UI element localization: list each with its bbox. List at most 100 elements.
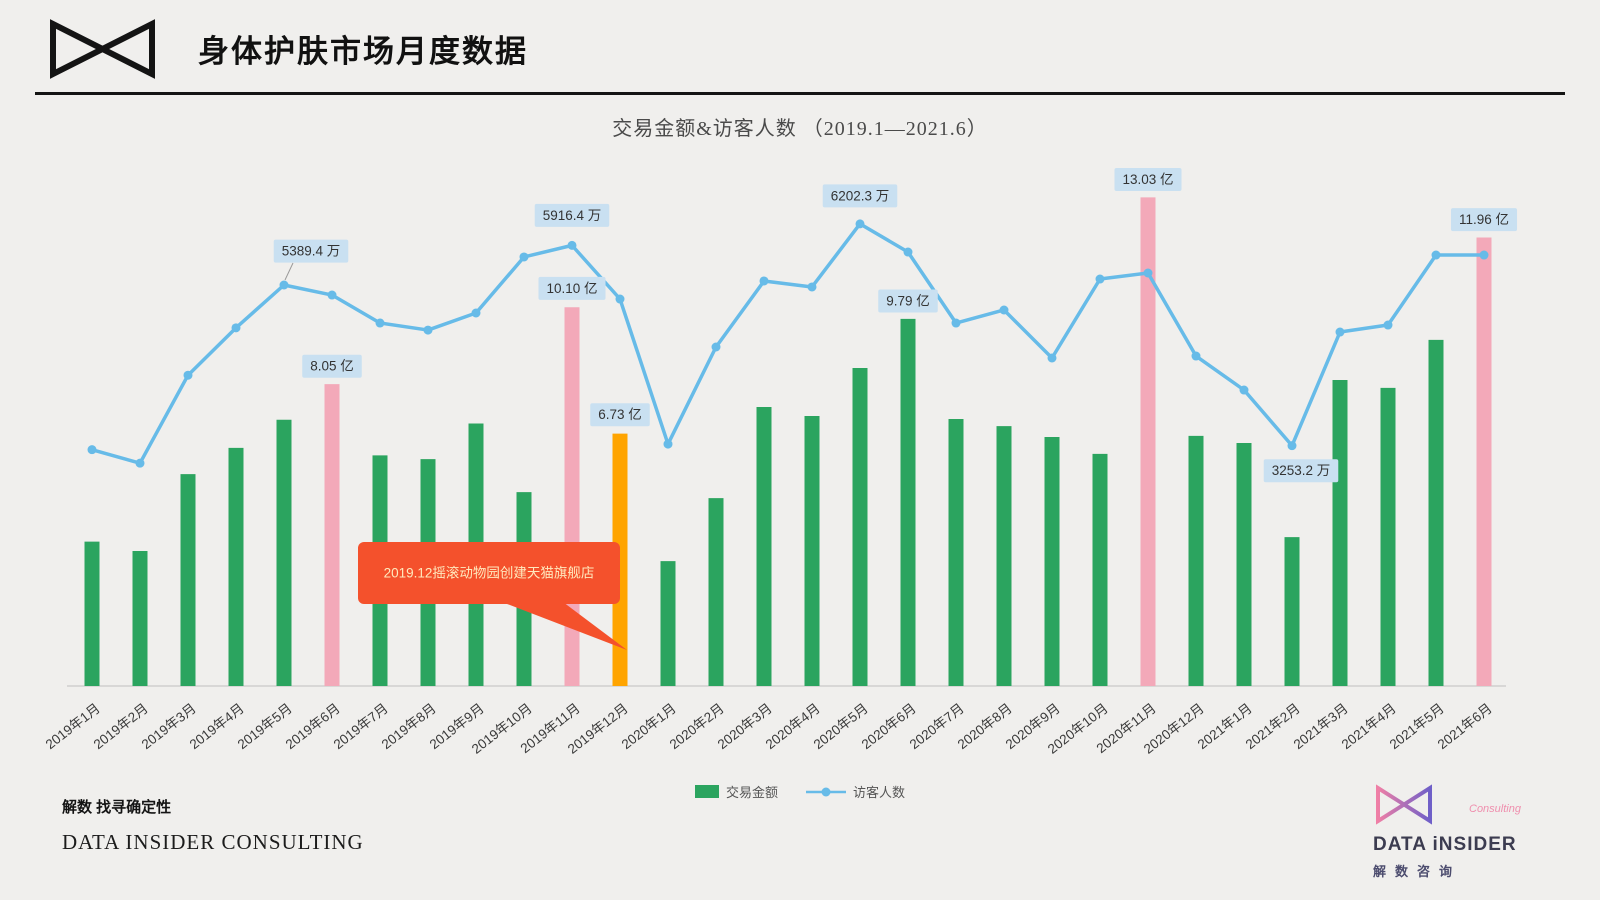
annotation: 3253.2 万 (1263, 459, 1339, 483)
callout-box (358, 542, 620, 604)
line-swatch-icon (806, 787, 846, 796)
line-point-2020年4月[interactable] (807, 282, 817, 292)
line-point-2021年6月[interactable] (1479, 250, 1489, 260)
annotation-bg (590, 403, 650, 427)
line-point-2019年8月[interactable] (423, 325, 433, 335)
bar-2020年4月[interactable] (804, 416, 820, 686)
footer-cn-label: 解数咨询 (1373, 864, 1462, 879)
annotation-bg (1114, 167, 1182, 191)
annotation-text: 8.05 亿 (310, 359, 354, 374)
line-point-2019年2月[interactable] (135, 458, 145, 468)
annotation-bg (1450, 208, 1518, 232)
bar-2019年1月[interactable] (84, 541, 100, 686)
visitors-line (91, 222, 1484, 465)
line-point-2019年7月[interactable] (375, 318, 385, 328)
legend-item-bar[interactable]: 交易金额 (694, 782, 778, 801)
annotation: 6.73 亿 (590, 403, 650, 427)
bar-2020年9月[interactable] (1044, 437, 1060, 686)
line-point-2019年6月[interactable] (327, 290, 337, 300)
line-point-2021年1月[interactable] (1239, 385, 1249, 395)
bar-2021年6月[interactable] (1476, 237, 1492, 687)
line-point-2019年11月[interactable] (567, 240, 577, 250)
bar-2020年12月[interactable] (1188, 435, 1204, 686)
line-point-2020年10月[interactable] (1095, 274, 1105, 284)
annotation: 11.96 亿 (1450, 208, 1518, 232)
line-point-2020年11月[interactable] (1143, 268, 1153, 278)
annotation-text: 11.96 亿 (1459, 212, 1509, 227)
annotation: 6202.3 万 (822, 184, 898, 208)
bar-2019年6月[interactable] (324, 384, 340, 686)
line-point-2020年2月[interactable] (711, 342, 721, 352)
annotation-bg (878, 289, 938, 313)
line-point-2020年9月[interactable] (1047, 353, 1057, 363)
line-point-2020年3月[interactable] (759, 276, 769, 286)
footer-logo-icon (1376, 784, 1432, 825)
callout-text: 2019.12摇滚动物园创建天猫旗舰店 (384, 565, 595, 581)
bar-2020年7月[interactable] (948, 419, 964, 686)
bar-2020年10月[interactable] (1092, 453, 1108, 686)
annotation: 13.03 亿 (1114, 167, 1182, 191)
annotation-bg (302, 354, 362, 378)
legend-item-line[interactable]: 访客人数 (806, 782, 905, 801)
header-divider (35, 92, 1565, 95)
annotation: 9.79 亿 (878, 289, 938, 313)
bar-2021年5月[interactable] (1428, 339, 1444, 686)
line-point-2021年5月[interactable] (1431, 250, 1441, 260)
annotation-bg (273, 239, 349, 263)
line-point-2020年12月[interactable] (1191, 351, 1201, 361)
line-point-2020年6月[interactable] (903, 247, 913, 257)
bar-2019年4月[interactable] (228, 447, 244, 686)
bar-2021年2月[interactable] (1284, 537, 1300, 686)
x-label: 2021年6月 (1435, 701, 1495, 753)
line-point-2019年10月[interactable] (519, 252, 529, 262)
line-point-2019年1月[interactable] (87, 445, 97, 455)
annotation-text: 10.10 亿 (546, 281, 597, 296)
callout-pointer (502, 602, 627, 650)
line-point-2019年9月[interactable] (471, 308, 481, 318)
annotation-bg (534, 203, 610, 227)
bar-2021年4月[interactable] (1380, 387, 1396, 686)
annotation-text: 13.03 亿 (1122, 172, 1173, 187)
bar-2021年1月[interactable] (1236, 443, 1252, 686)
annotation-text: 9.79 亿 (886, 293, 930, 308)
combo-chart: 2019年1月2019年2月2019年3月2019年4月2019年5月2019年… (43, 167, 1518, 757)
footer-tagline: 解数 找寻确定性 (62, 799, 172, 816)
bar-swatch-icon (694, 785, 719, 798)
bar-2020年11月[interactable] (1140, 197, 1156, 686)
bar-2021年3月[interactable] (1332, 380, 1348, 686)
line-point-2019年3月[interactable] (183, 370, 193, 380)
chart-legend: 交易金额 访客人数 (0, 782, 1600, 801)
line-point-2019年12月[interactable] (615, 294, 625, 304)
line-point-2020年1月[interactable] (663, 439, 673, 449)
bar-2019年3月[interactable] (180, 474, 196, 686)
line-point-2021年2月[interactable] (1287, 441, 1297, 451)
bar-2020年6月[interactable] (900, 318, 916, 686)
bar-2020年3月[interactable] (756, 407, 772, 686)
annotation: 10.10 亿 (538, 276, 606, 300)
annotation-bg (822, 184, 898, 208)
page-title: 身体护肤市场月度数据 (198, 33, 528, 69)
bar-2020年8月[interactable] (996, 426, 1012, 686)
bar-2019年2月[interactable] (132, 551, 148, 686)
annotation: 5389.4 万 (273, 239, 349, 281)
chart-subtitle: 交易金额&访客人数 （2019.1—2021.6） (612, 118, 988, 140)
bar-2020年1月[interactable] (660, 561, 676, 686)
line-point-2021年3月[interactable] (1335, 327, 1345, 337)
annotation-text: 6202.3 万 (831, 188, 890, 203)
bar-2019年5月[interactable] (276, 419, 292, 686)
line-point-2020年8月[interactable] (999, 305, 1009, 315)
line-point-2021年4月[interactable] (1383, 320, 1393, 330)
legend-bar-label: 交易金额 (725, 785, 778, 800)
line-point-2019年4月[interactable] (231, 323, 241, 333)
line-point-2020年7月[interactable] (951, 318, 961, 328)
bar-2020年5月[interactable] (852, 368, 868, 686)
annotation-text: 3253.2 万 (1272, 463, 1331, 478)
annotation: 8.05 亿 (302, 354, 362, 378)
line-point-2019年5月[interactable] (279, 280, 289, 290)
bar-2020年2月[interactable] (708, 498, 724, 686)
annotation: 5916.4 万 (534, 203, 610, 227)
annotation-bg (538, 276, 606, 300)
line-point-2020年5月[interactable] (855, 219, 865, 229)
header: 身体护肤市场月度数据 (45, 12, 528, 84)
